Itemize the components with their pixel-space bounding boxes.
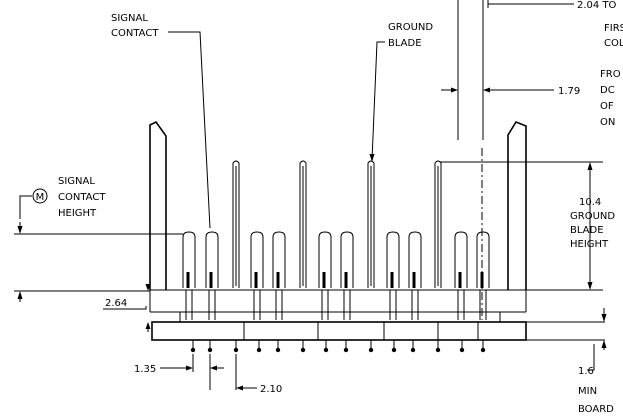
board-pins — [190, 340, 486, 353]
dimension-1-79-arrow — [441, 87, 554, 93]
datum-symbol-circle — [32, 188, 48, 204]
board-label: BOARD — [578, 404, 614, 415]
pitch-dimension-arrows — [186, 354, 257, 391]
signal-contact — [408, 231, 422, 320]
ground-blade-height-value: 10.4 — [579, 197, 601, 208]
ground-blades — [232, 160, 442, 288]
signal-contacts — [182, 231, 490, 320]
ground-blade — [232, 160, 240, 288]
signal-contact — [454, 231, 468, 320]
first-column-label: FIRS — [604, 23, 623, 34]
first-column-label: COLU — [604, 38, 623, 49]
dimension-1-79-label: 1.79 — [558, 86, 580, 97]
signal-contact-label: SIGNAL — [111, 13, 148, 24]
datum-leader — [19, 195, 32, 219]
signal-contact-height-label: SIGNAL — [58, 176, 95, 187]
ground-blade — [299, 160, 307, 288]
signal-contact-label: CONTACT — [111, 28, 159, 39]
housing-base — [151, 321, 527, 341]
board-thickness-value: 1.6 — [578, 366, 594, 377]
from-dc-label: DC — [600, 85, 615, 96]
connector-housing — [149, 289, 527, 341]
ground-blade-height-label: BLADE — [570, 225, 604, 236]
from-dc-label: ON — [600, 117, 615, 128]
board-min-label: MIN — [578, 386, 597, 397]
signal-contact-height-arrows — [17, 222, 23, 302]
signal-contact — [340, 231, 354, 320]
signal-contact — [318, 231, 332, 320]
from-dc-label: FRO — [600, 69, 621, 80]
ground-blade-label: BLADE — [388, 38, 422, 49]
ground-blade-height-dimension — [587, 162, 593, 290]
first-column-label: 2.04 TO — [577, 0, 617, 11]
signal-contact — [476, 231, 490, 320]
signal-contact — [386, 231, 400, 320]
ground-blade — [434, 160, 442, 288]
ground-blade-label: GROUND — [388, 22, 433, 33]
signal-contact — [182, 231, 196, 320]
signal-contact — [272, 231, 286, 320]
ground-blade — [367, 160, 375, 288]
left-side-wall — [149, 120, 167, 290]
signal-contact — [205, 231, 219, 320]
dimension-2-10-label: 2.10 — [260, 384, 282, 395]
right-side-wall — [507, 121, 527, 290]
dimension-1-35-label: 1.35 — [134, 364, 156, 375]
dimension-2-64-arrows — [145, 284, 151, 332]
board-leader — [587, 344, 595, 371]
signal-contact-height-label: CONTACT — [58, 192, 106, 203]
signal-contact — [250, 231, 264, 320]
ground-blade-height-label: HEIGHT — [570, 239, 609, 250]
dim-2-64-leader — [103, 306, 147, 310]
signal-contact-leader — [168, 31, 211, 229]
datum-symbol-letter: M — [36, 192, 45, 203]
ground-blade-height-label: GROUND — [570, 211, 615, 222]
from-dc-label: OF — [600, 101, 614, 112]
signal-contact-height-label: HEIGHT — [58, 208, 97, 219]
ground-blade-leader — [371, 41, 385, 161]
board-thickness-arrows — [601, 308, 607, 350]
dimension-2-64-label: 2.64 — [105, 298, 127, 309]
